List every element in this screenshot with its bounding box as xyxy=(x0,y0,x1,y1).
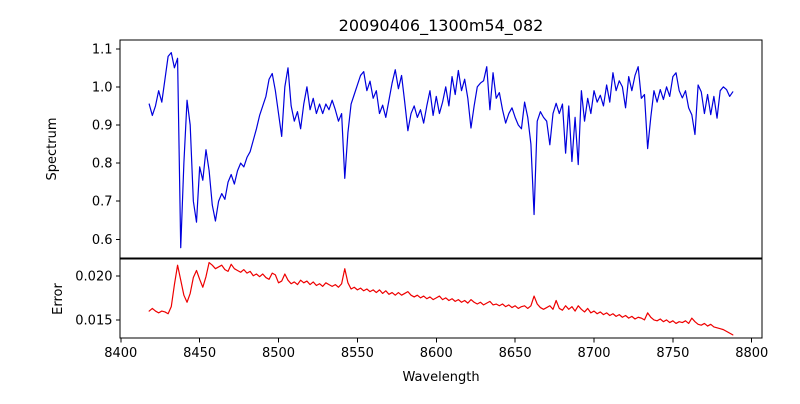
x-axis: 8400 8450 8500 8550 8600 8650 8700 8750 8800 xyxy=(104,338,768,361)
spectrum-panel-border xyxy=(119,39,763,259)
x-tick-label: 8600 xyxy=(420,346,453,361)
x-tick-label: 8700 xyxy=(577,346,610,361)
x-tick-label: 8450 xyxy=(183,346,216,361)
y-tick-label: 1.1 xyxy=(92,42,113,57)
y-axis-label-spectrum: Spectrum xyxy=(45,118,60,181)
error-panel: 0.015 0.020 xyxy=(75,258,763,339)
y-tick-label: 0.015 xyxy=(75,313,112,328)
x-tick-label: 8650 xyxy=(499,346,532,361)
x-tick-label: 8550 xyxy=(341,346,374,361)
chart-title: 20090406_1300m54_082 xyxy=(339,16,544,36)
y-tick-label: 0.9 xyxy=(92,118,113,133)
y-axis-label-error: Error xyxy=(51,283,66,315)
x-axis-label: Wavelength xyxy=(402,370,479,385)
y-tick-label: 0.7 xyxy=(92,195,113,210)
error-line xyxy=(148,261,734,336)
x-tick-label: 8800 xyxy=(735,346,768,361)
x-tick-label: 8500 xyxy=(262,346,295,361)
error-panel-border xyxy=(119,258,763,339)
y-tick-label: 0.6 xyxy=(92,233,113,248)
y-tick-label: 0.8 xyxy=(92,157,113,172)
y-tick-label: 1.0 xyxy=(92,80,113,95)
y-tick-label: 0.020 xyxy=(75,269,112,284)
x-tick-label: 8750 xyxy=(656,346,689,361)
x-tick-label: 8400 xyxy=(104,346,137,361)
spectrum-panel: 0.6 0.7 0.8 0.9 1.0 1.1 xyxy=(92,39,763,259)
spectrum-line xyxy=(148,51,734,249)
